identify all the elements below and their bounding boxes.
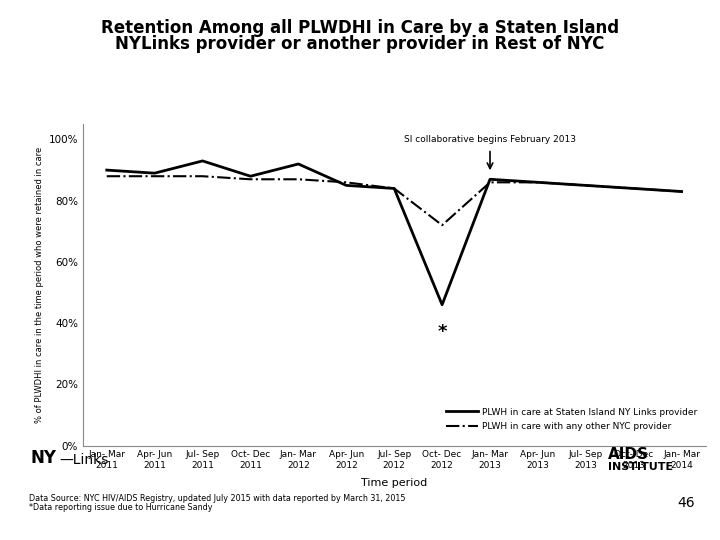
Legend: PLWH in care at Staten Island NY Links provider, PLWH in care with any other NYC: PLWH in care at Staten Island NY Links p… bbox=[443, 404, 701, 435]
Text: AIDS: AIDS bbox=[608, 447, 649, 462]
Text: NYLinks provider or another provider in Rest of NYC: NYLinks provider or another provider in … bbox=[115, 35, 605, 53]
Text: SI collaborative begins February 2013: SI collaborative begins February 2013 bbox=[404, 135, 576, 144]
Text: *: * bbox=[437, 323, 447, 341]
Text: *Data reporting issue due to Hurricane Sandy: *Data reporting issue due to Hurricane S… bbox=[29, 503, 212, 512]
Text: Data Source: NYC HIV/AIDS Registry, updated July 2015 with data reported by Marc: Data Source: NYC HIV/AIDS Registry, upda… bbox=[29, 494, 405, 503]
X-axis label: Time period: Time period bbox=[361, 478, 428, 488]
Text: —Links: —Links bbox=[60, 453, 109, 467]
Y-axis label: % of PLWDHI in care in the time period who were retained in care: % of PLWDHI in care in the time period w… bbox=[35, 147, 44, 423]
Text: 46: 46 bbox=[678, 496, 695, 510]
Text: NY: NY bbox=[30, 449, 56, 467]
Text: INSTITUTE: INSTITUTE bbox=[608, 462, 673, 472]
Text: Retention Among all PLWDHI in Care by a Staten Island: Retention Among all PLWDHI in Care by a … bbox=[101, 19, 619, 37]
